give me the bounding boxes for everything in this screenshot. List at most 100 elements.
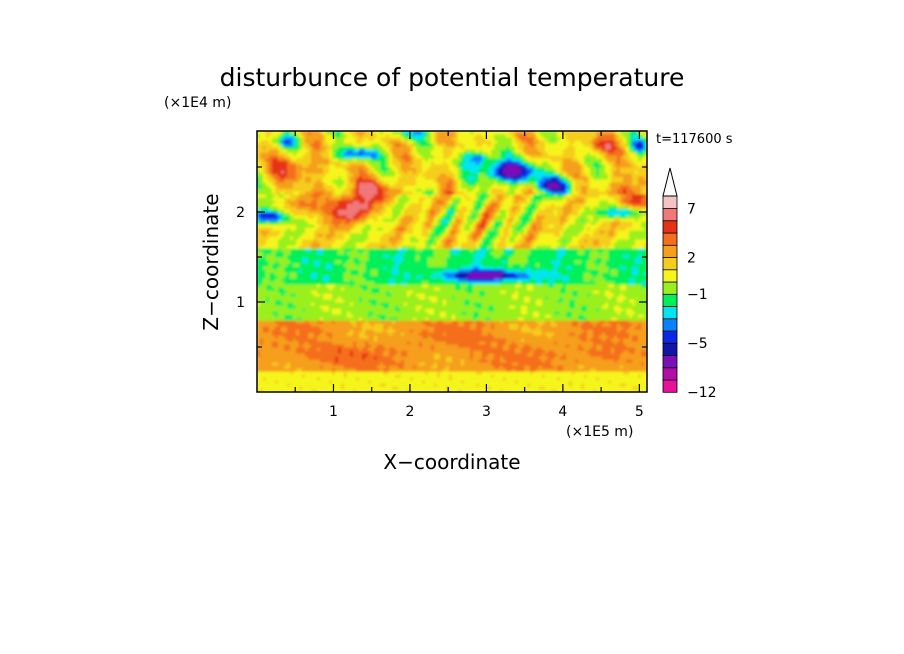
contour-cell	[341, 368, 345, 372]
contour-cell	[332, 365, 336, 369]
contour-cell	[341, 374, 345, 378]
contour-cell	[641, 323, 645, 327]
contour-cell	[395, 284, 399, 288]
contour-cell	[581, 320, 585, 324]
contour-cell	[473, 350, 477, 354]
contour-cell	[272, 344, 276, 348]
contour-cell	[329, 377, 333, 381]
contour-cell	[497, 332, 501, 336]
contour-cell	[278, 350, 282, 354]
contour-cell	[482, 353, 486, 357]
contour-cell	[644, 323, 647, 327]
contour-cell	[419, 356, 423, 360]
contour-cell	[320, 365, 324, 369]
contour-cell	[614, 311, 618, 315]
contour-cell	[407, 335, 411, 339]
contour-cell	[590, 293, 594, 297]
contour-cell	[419, 320, 423, 324]
contour-cell	[422, 359, 426, 363]
contour-cell	[260, 326, 264, 330]
contour-cell	[344, 284, 348, 288]
contour-cell	[383, 338, 387, 342]
contour-cell	[476, 341, 480, 345]
contour-cell	[350, 308, 354, 312]
contour-cell	[392, 308, 396, 312]
contour-cell	[362, 293, 366, 297]
contour-cell	[599, 350, 603, 354]
contour-cell	[554, 338, 558, 342]
contour-cell	[635, 368, 639, 372]
contour-cell	[383, 323, 387, 327]
contour-cell	[455, 302, 459, 306]
contour-cell	[596, 305, 600, 309]
contour-cell	[641, 368, 645, 372]
contour-cell	[455, 359, 459, 363]
contour-cell	[335, 302, 339, 306]
contour-cell	[419, 359, 423, 363]
contour-cell	[374, 308, 378, 312]
contour-cell	[386, 290, 390, 294]
contour-cell	[533, 314, 537, 318]
contour-cell	[545, 368, 549, 372]
contour-cell	[500, 296, 504, 300]
contour-cell	[290, 320, 294, 324]
contour-cell	[311, 386, 315, 390]
contour-cell	[542, 305, 546, 309]
contour-cell	[332, 377, 336, 381]
contour-cell	[584, 371, 588, 375]
contour-cell	[299, 287, 303, 291]
contour-cell	[491, 362, 495, 366]
contour-cell	[407, 296, 411, 300]
contour-cell	[629, 365, 633, 369]
contour-cell	[269, 296, 273, 300]
contour-cell	[578, 353, 582, 357]
contour-cell	[299, 359, 303, 363]
contour-cell	[605, 371, 609, 375]
contour-cell	[455, 350, 459, 354]
contour-cell	[542, 293, 546, 297]
contour-cell	[371, 317, 375, 321]
contour-cell	[599, 323, 603, 327]
contour-cell	[281, 335, 285, 339]
contour-cell	[446, 350, 450, 354]
contour-cell	[395, 332, 399, 336]
contour-cell	[302, 338, 306, 342]
contour-cell	[518, 353, 522, 357]
contour-cell	[479, 335, 483, 339]
contour-cell	[374, 326, 378, 330]
contour-cell	[323, 383, 327, 387]
contour-cell	[287, 293, 291, 297]
contour-cell	[374, 344, 378, 348]
contour-cell	[332, 335, 336, 339]
contour-cell	[296, 317, 300, 321]
contour-cell	[407, 287, 411, 291]
contour-cell	[446, 332, 450, 336]
contour-cell	[596, 323, 600, 327]
contour-cell	[263, 341, 267, 345]
contour-cell	[473, 284, 477, 288]
contour-cell	[320, 353, 324, 357]
contour-cell	[374, 302, 378, 306]
contour-cell	[335, 335, 339, 339]
contour-cell	[524, 326, 528, 330]
contour-cell	[464, 278, 468, 282]
contour-cell	[356, 281, 360, 285]
contour-cell	[461, 293, 465, 297]
contour-cell	[461, 362, 465, 366]
contour-cell	[536, 320, 540, 324]
contour-cell	[389, 368, 393, 372]
contour-cell	[389, 356, 393, 360]
contour-cell	[338, 329, 342, 333]
contour-cell	[632, 302, 636, 306]
contour-cell	[353, 350, 357, 354]
contour-cell	[344, 362, 348, 366]
contour-cell	[290, 305, 294, 309]
contour-cell	[455, 344, 459, 348]
contour-cell	[554, 314, 558, 318]
contour-cell	[554, 380, 558, 384]
contour-cell	[632, 281, 636, 285]
contour-cell	[494, 347, 498, 351]
contour-cell	[455, 335, 459, 339]
contour-cell	[266, 281, 270, 285]
contour-cell	[629, 368, 633, 372]
